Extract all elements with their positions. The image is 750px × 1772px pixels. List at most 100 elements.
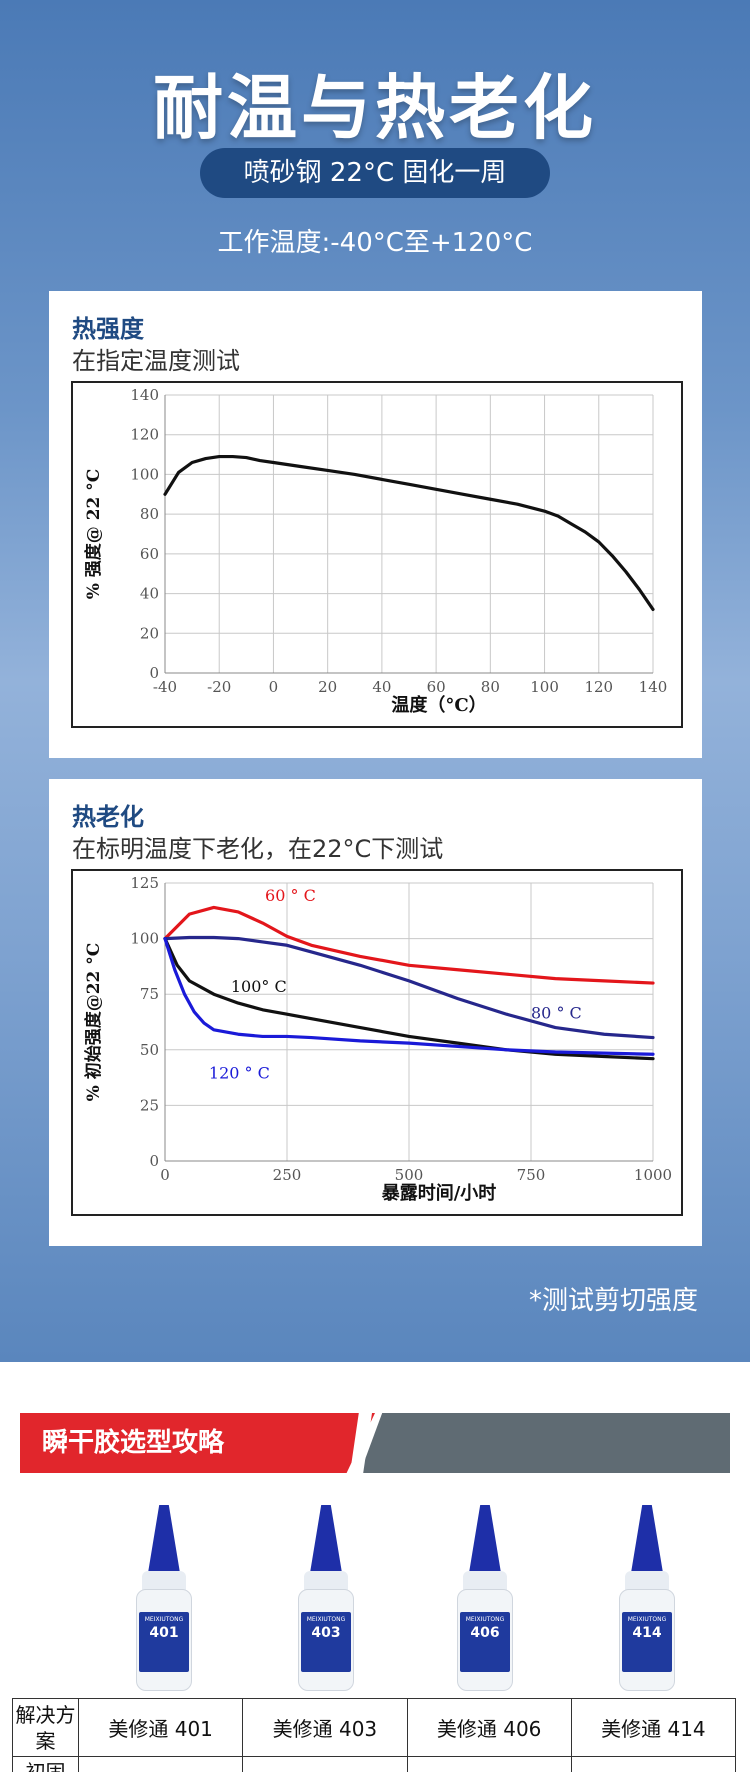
selection-guide-banner: 瞬干胶选型攻略 xyxy=(20,1413,730,1473)
x-tick-label: -40 xyxy=(153,678,177,696)
x-tick-label: 1000 xyxy=(634,1166,672,1184)
bottle-number: 406 xyxy=(470,1625,500,1641)
y-tick-label: 40 xyxy=(140,585,159,603)
bottle-cap xyxy=(148,1505,180,1573)
heat-aging-subtitle: 在标明温度下老化，在22°C下测试 xyxy=(72,835,444,863)
product-row: MEIXIUTONG 401 MEIXIUTONG 403 MEIXIUTONG… xyxy=(0,1505,750,1695)
series-label: 60 ° C xyxy=(265,886,316,905)
bottle-body: MEIXIUTONG 406 xyxy=(457,1589,513,1691)
bottle-cap xyxy=(631,1505,663,1573)
x-tick-label: 0 xyxy=(269,678,279,696)
x-tick-label: 40 xyxy=(372,678,391,696)
y-tick-label: 120 xyxy=(130,426,159,444)
y-tick-label: 0 xyxy=(149,664,159,682)
series-label: 80 ° C xyxy=(531,1004,582,1023)
heat-strength-subtitle: 在指定温度测试 xyxy=(72,347,240,375)
bottle-neck xyxy=(142,1571,186,1591)
x-tick-label: 250 xyxy=(273,1166,302,1184)
x-tick-label: 80 xyxy=(481,678,500,696)
x-tick-label: 500 xyxy=(395,1166,424,1184)
product-bottle-414: MEIXIUTONG 414 xyxy=(617,1505,677,1691)
table-cell xyxy=(77,1756,244,1772)
page-title: 耐温与热老化 xyxy=(153,67,597,149)
heat-strength-chart-svg: -40 -20 0 20 40 60 80 100 120 140 0 20 40 60 80 100 120 1… xyxy=(83,386,668,716)
x-tick-label: 140 xyxy=(639,678,668,696)
bottle-brand: MEIXIUTONG xyxy=(306,1616,346,1623)
table-row: 解决方案 美修通 401 美修通 403 美修通 406 美修通 414 xyxy=(12,1698,737,1757)
heat-strength-card: 热强度 在指定温度测试 -40 -20 0 20 40 60 80 100 120 140 0 20 4… xyxy=(49,291,702,758)
y-tick-label: 140 xyxy=(130,386,159,404)
x-tick-label: 0 xyxy=(160,1166,170,1184)
y-tick-label: 0 xyxy=(149,1152,159,1170)
bottle-label: MEIXIUTONG 401 xyxy=(139,1612,189,1672)
product-bottle-403: MEIXIUTONG 403 xyxy=(296,1505,356,1691)
banner-grey-block xyxy=(360,1413,730,1473)
bottle-brand: MEIXIUTONG xyxy=(144,1616,184,1623)
y-tick-label: 25 xyxy=(140,1096,159,1114)
x-tick-label: 750 xyxy=(517,1166,546,1184)
product-bottle-406: MEIXIUTONG 406 xyxy=(455,1505,515,1691)
bottle-number: 403 xyxy=(311,1625,341,1641)
x-axis-title: 温度（°C） xyxy=(391,694,486,716)
y-tick-label: 100 xyxy=(130,465,159,483)
x-axis-title: 暴露时间/小时 xyxy=(382,1183,497,1204)
table-cell: 美修通 403 xyxy=(242,1698,408,1757)
table-cell: 美修通 406 xyxy=(406,1698,572,1757)
series-label: 120 ° C xyxy=(209,1064,270,1083)
table-cell xyxy=(242,1756,408,1772)
bottle-brand: MEIXIUTONG xyxy=(465,1616,505,1623)
y-tick-label: 20 xyxy=(140,624,159,642)
bottle-label: MEIXIUTONG 403 xyxy=(301,1612,351,1672)
selection-guide-title: 瞬干胶选型攻略 xyxy=(42,1428,225,1458)
series-line xyxy=(163,936,655,1056)
x-tick-label: 20 xyxy=(318,678,337,696)
series-label: 100° C xyxy=(231,977,287,996)
bottle-label: MEIXIUTONG 414 xyxy=(622,1612,672,1672)
heat-strength-chart: -40 -20 0 20 40 60 80 100 120 140 0 20 40 60 80 100 120 1… xyxy=(71,381,683,728)
y-axis-title: % 初始强度@22 °C xyxy=(83,943,104,1102)
bottle-cap xyxy=(469,1505,501,1573)
bottle-neck xyxy=(625,1571,669,1591)
x-tick-label: -20 xyxy=(207,678,231,696)
y-tick-label: 125 xyxy=(130,874,159,892)
table-cell xyxy=(406,1756,572,1772)
bottle-neck xyxy=(463,1571,507,1591)
product-bottle-401: MEIXIUTONG 401 xyxy=(134,1505,194,1691)
x-tick-label: 60 xyxy=(427,678,446,696)
series-line xyxy=(163,905,655,985)
row-header-initial-cure: 初固 xyxy=(12,1756,79,1772)
series-line xyxy=(163,935,655,1040)
heat-strength-title: 热强度 xyxy=(72,315,144,343)
condition-badge: 喷砂钢 22°C 固化一周 xyxy=(200,148,550,198)
y-tick-label: 80 xyxy=(140,505,159,523)
heat-aging-chart: 0 250 500 750 1000 0 25 50 75 100 125 60 ° C 80 ° C 1… xyxy=(71,869,683,1216)
x-tick-label: 100 xyxy=(530,678,559,696)
bottle-label: MEIXIUTONG 406 xyxy=(460,1612,510,1672)
table-cell xyxy=(570,1756,737,1772)
row-header-solution: 解决方案 xyxy=(12,1698,79,1757)
bottle-cap xyxy=(310,1505,342,1573)
bottle-body: MEIXIUTONG 401 xyxy=(136,1589,192,1691)
y-tick-label: 60 xyxy=(140,545,159,563)
footnote: *测试剪切强度 xyxy=(528,1286,698,1316)
heat-aging-chart-svg: 0 250 500 750 1000 0 25 50 75 100 125 60 ° C 80 ° C 1… xyxy=(83,874,672,1204)
series-line xyxy=(163,454,655,612)
bottle-brand: MEIXIUTONG xyxy=(627,1616,667,1623)
heat-aging-card: 热老化 在标明温度下老化，在22°C下测试 0 250 500 750 1000 0 25 5… xyxy=(49,779,702,1246)
y-tick-label: 50 xyxy=(140,1041,159,1059)
banner-red-block xyxy=(20,1413,375,1473)
y-tick-label: 75 xyxy=(140,985,159,1003)
x-tick-label: 120 xyxy=(584,678,613,696)
y-axis-title: % 强度@ 22 °C xyxy=(83,469,104,600)
work-temperature-text: 工作温度:-40°C至+120°C xyxy=(217,228,533,258)
bottle-number: 414 xyxy=(632,1625,662,1641)
hero-section: 耐温与热老化 喷砂钢 22°C 固化一周 工作温度:-40°C至+120°C 热… xyxy=(0,0,750,1362)
y-tick-label: 100 xyxy=(130,930,159,948)
table-row: 初固 xyxy=(12,1756,737,1772)
table-cell: 美修通 401 xyxy=(77,1698,244,1757)
heat-aging-title: 热老化 xyxy=(72,803,144,831)
comparison-table: 解决方案 美修通 401 美修通 403 美修通 406 美修通 414 初固 xyxy=(12,1698,737,1772)
table-cell: 美修通 414 xyxy=(570,1698,737,1757)
bottle-number: 401 xyxy=(149,1625,179,1641)
bottle-body: MEIXIUTONG 414 xyxy=(619,1589,675,1691)
